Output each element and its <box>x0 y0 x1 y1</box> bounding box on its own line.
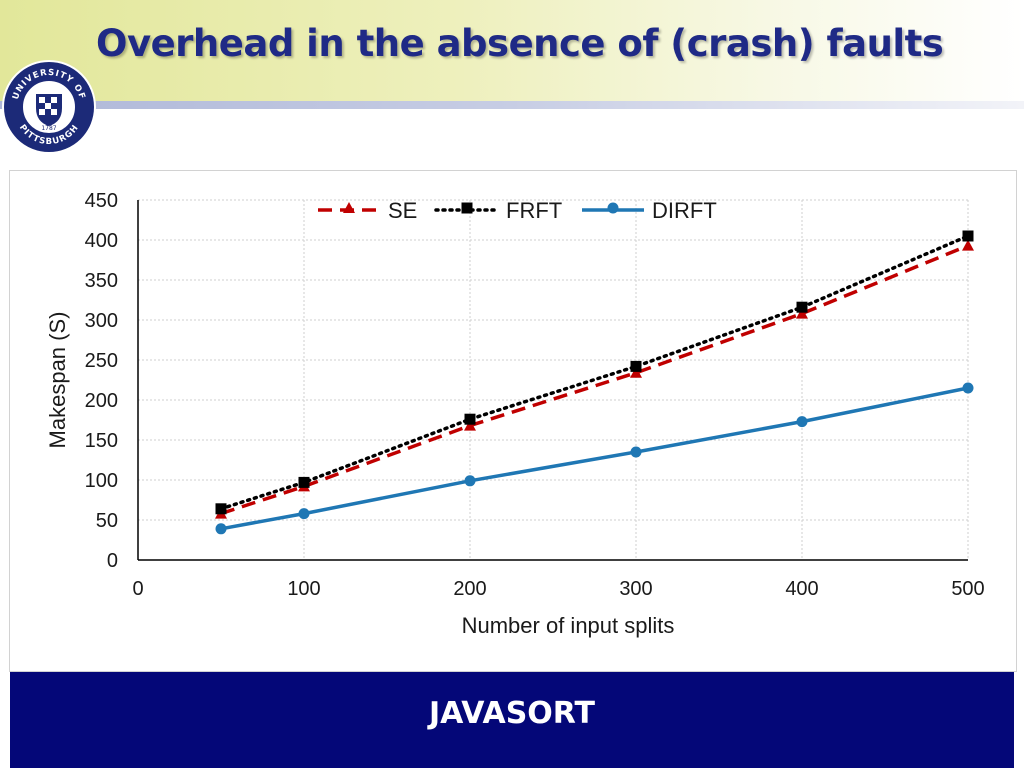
x-tick-label-400: 400 <box>785 578 818 600</box>
y-tick-label-0: 0 <box>107 550 118 572</box>
data-point-se-400 <box>796 307 808 319</box>
data-point-dirft-400 <box>796 416 808 428</box>
slide-title: Overhead in the absence of (crash) fault… <box>96 22 944 65</box>
data-point-se-300 <box>630 366 642 378</box>
y-tick-label-100: 100 <box>85 470 118 492</box>
y-tick-label-250: 250 <box>85 350 118 372</box>
y-tick-label-50: 50 <box>96 510 118 532</box>
data-point-dirft-100 <box>298 508 310 520</box>
title-band <box>0 0 1024 108</box>
seal-year: 1787 <box>41 125 56 132</box>
data-point-dirft-300 <box>630 446 642 458</box>
data-point-frft-500 <box>962 230 974 242</box>
x-tick-label-100: 100 <box>287 578 320 600</box>
x-tick-label-0: 0 <box>132 578 143 600</box>
series-line-dirft <box>220 386 969 531</box>
x-tick-label-300: 300 <box>619 578 652 600</box>
university-seal-logo: UNIVERSITY OF PITTSBURGH 1787 <box>2 60 96 154</box>
x-tick-label-500: 500 <box>951 578 984 600</box>
y-tick-label-400: 400 <box>85 230 118 252</box>
data-point-se-500 <box>962 239 974 251</box>
data-point-frft-50 <box>215 503 227 515</box>
data-point-dirft-200 <box>464 475 476 487</box>
x-axis-label: Number of input splits <box>462 613 675 638</box>
y-tick-label-450: 450 <box>85 190 118 212</box>
line-chart: 0 50 100 150 200 250 300 350 400 450 0 100 200 300 400… <box>45 190 985 638</box>
data-point-frft-100 <box>298 476 310 488</box>
data-point-frft-400 <box>796 301 808 313</box>
data-point-frft-300 <box>630 360 642 372</box>
y-tick-label-200: 200 <box>85 390 118 412</box>
data-point-se-200 <box>464 419 476 431</box>
data-point-dirft-500 <box>962 382 974 394</box>
legend-label-frft: FRFT <box>506 198 562 223</box>
legend-label-dirft: DIRFT <box>652 198 717 223</box>
legend-marker-dirft <box>607 202 619 214</box>
data-point-dirft-50 <box>215 523 227 535</box>
y-tick-label-150: 150 <box>85 430 118 452</box>
data-point-frft-200 <box>464 413 476 425</box>
legend-marker-frft <box>461 202 473 214</box>
legend-marker-se <box>343 202 355 213</box>
legend-label-se: SE <box>388 198 417 223</box>
caption-text: JAVASORT <box>428 696 596 731</box>
series-line-se <box>220 243 969 516</box>
y-tick-label-300: 300 <box>85 310 118 332</box>
y-tick-label-350: 350 <box>85 270 118 292</box>
caption-band: JAVASORT <box>10 672 1014 768</box>
chart-frame: 0 50 100 150 200 250 300 350 400 450 0 100 200 300 400… <box>9 170 1017 672</box>
title-rule <box>0 101 1024 109</box>
series-line-frft <box>219 234 970 511</box>
y-axis-label: Makespan (S) <box>45 312 70 449</box>
x-tick-label-200: 200 <box>453 578 486 600</box>
